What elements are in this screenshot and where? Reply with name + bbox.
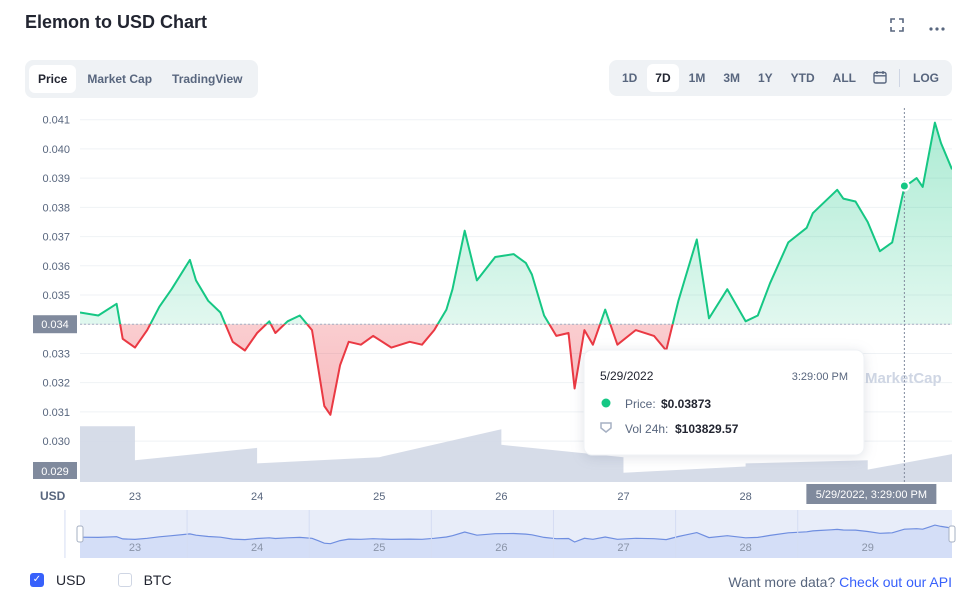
navigator-label: 28 [739,542,751,554]
price-dot-icon [601,398,611,408]
currency-label: USD [40,489,66,503]
navigator-label: 26 [495,542,507,554]
navigator-label: 27 [617,542,629,554]
price-area-up [80,122,952,325]
tooltip-volume-value: $103829.57 [675,422,739,436]
y-tick-label: 0.040 [42,144,70,156]
x-tick-label: 24 [251,491,263,503]
navigator-label: 25 [373,542,385,554]
tooltip-date: 5/29/2022 [600,369,654,383]
x-tick-label: 23 [129,491,141,503]
y-tick-label: 0.035 [42,290,70,302]
navigator-label: 23 [129,542,141,554]
tooltip-volume-label: Vol 24h: [625,422,668,436]
api-link[interactable]: Check out our API [839,574,952,590]
log-scale-toggle[interactable]: LOG [913,71,939,85]
tooltip-time: 3:29:00 PM [792,371,848,383]
navigator-handle-left[interactable] [76,525,84,543]
range-1y[interactable]: 1Y [757,71,773,85]
y-tick-label: 0.041 [42,115,70,127]
range-1m[interactable]: 1M [688,71,706,85]
x-tick-label: 26 [495,491,507,503]
y-tick-label: 0.038 [42,202,70,214]
y-tick-label: 0.031 [42,407,70,419]
volume-area [80,426,952,482]
range-1d[interactable]: 1D [621,71,638,85]
crosshair-date-box [806,484,937,504]
tab-tradingview[interactable]: TradingView [172,72,243,86]
btc-checkbox[interactable] [117,573,132,587]
tab-price[interactable]: Price [29,65,77,93]
volume-label-box [33,462,77,479]
chart-type-tabs: Price Market Cap TradingView [25,60,258,98]
range-7d[interactable]: 7D [647,64,679,92]
api-promo: Want more data? Check out our API [728,574,952,590]
crosshair-date-label: 5/29/2022, 3:29:00 PM [816,489,927,501]
y-tick-label: 0.039 [42,173,70,185]
crosshair-point [898,180,910,192]
fullscreen-icon[interactable] [888,18,906,36]
calendar-icon[interactable] [865,70,895,87]
tooltip-price-value: $0.03873 [661,397,711,411]
watermark: MarketCap [865,370,942,387]
y-tick-label: 0.032 [42,378,70,390]
page-title: Elemon to USD Chart [25,12,208,32]
baseline-label: 0.034 [41,319,69,331]
more-options-icon[interactable] [928,18,946,36]
navigator-label: 24 [251,542,263,554]
usd-checkbox[interactable]: ✓ [30,573,44,587]
time-range-selector: 1D 7D 1M 3M 1Y YTD ALL LOG [608,60,952,96]
volume-shield-icon [600,422,612,433]
navigator-area [80,525,952,558]
x-tick-label: 25 [373,491,385,503]
price-line-down [119,324,674,416]
navigator-line [79,524,953,545]
y-tick-label: 0.030 [42,436,70,448]
range-ytd[interactable]: YTD [790,71,815,85]
range-divider [899,69,900,87]
tab-market-cap[interactable]: Market Cap [87,72,153,86]
navigator-label: 29 [862,542,874,554]
more-data-text: Want more data? [728,574,836,590]
btc-label: BTC [143,572,172,588]
x-tick-label: 28 [739,491,751,503]
price-line-up [80,121,952,325]
x-tick-label: 27 [617,491,629,503]
navigator-handle-right[interactable] [948,525,956,543]
y-tick-label: 0.037 [42,232,70,244]
range-all[interactable]: ALL [832,71,856,85]
baseline-label-box [33,315,77,334]
y-tick-label: 0.036 [42,261,70,273]
checkmark-icon: ✓ [32,574,42,585]
usd-label: USD [56,572,86,588]
y-tick-label: 0.033 [42,348,70,360]
volume-axis-label: 0.029 [41,466,69,478]
tooltip-box [583,349,865,456]
tooltip-price-label: Price: [625,397,656,411]
range-3m[interactable]: 3M [723,71,740,85]
